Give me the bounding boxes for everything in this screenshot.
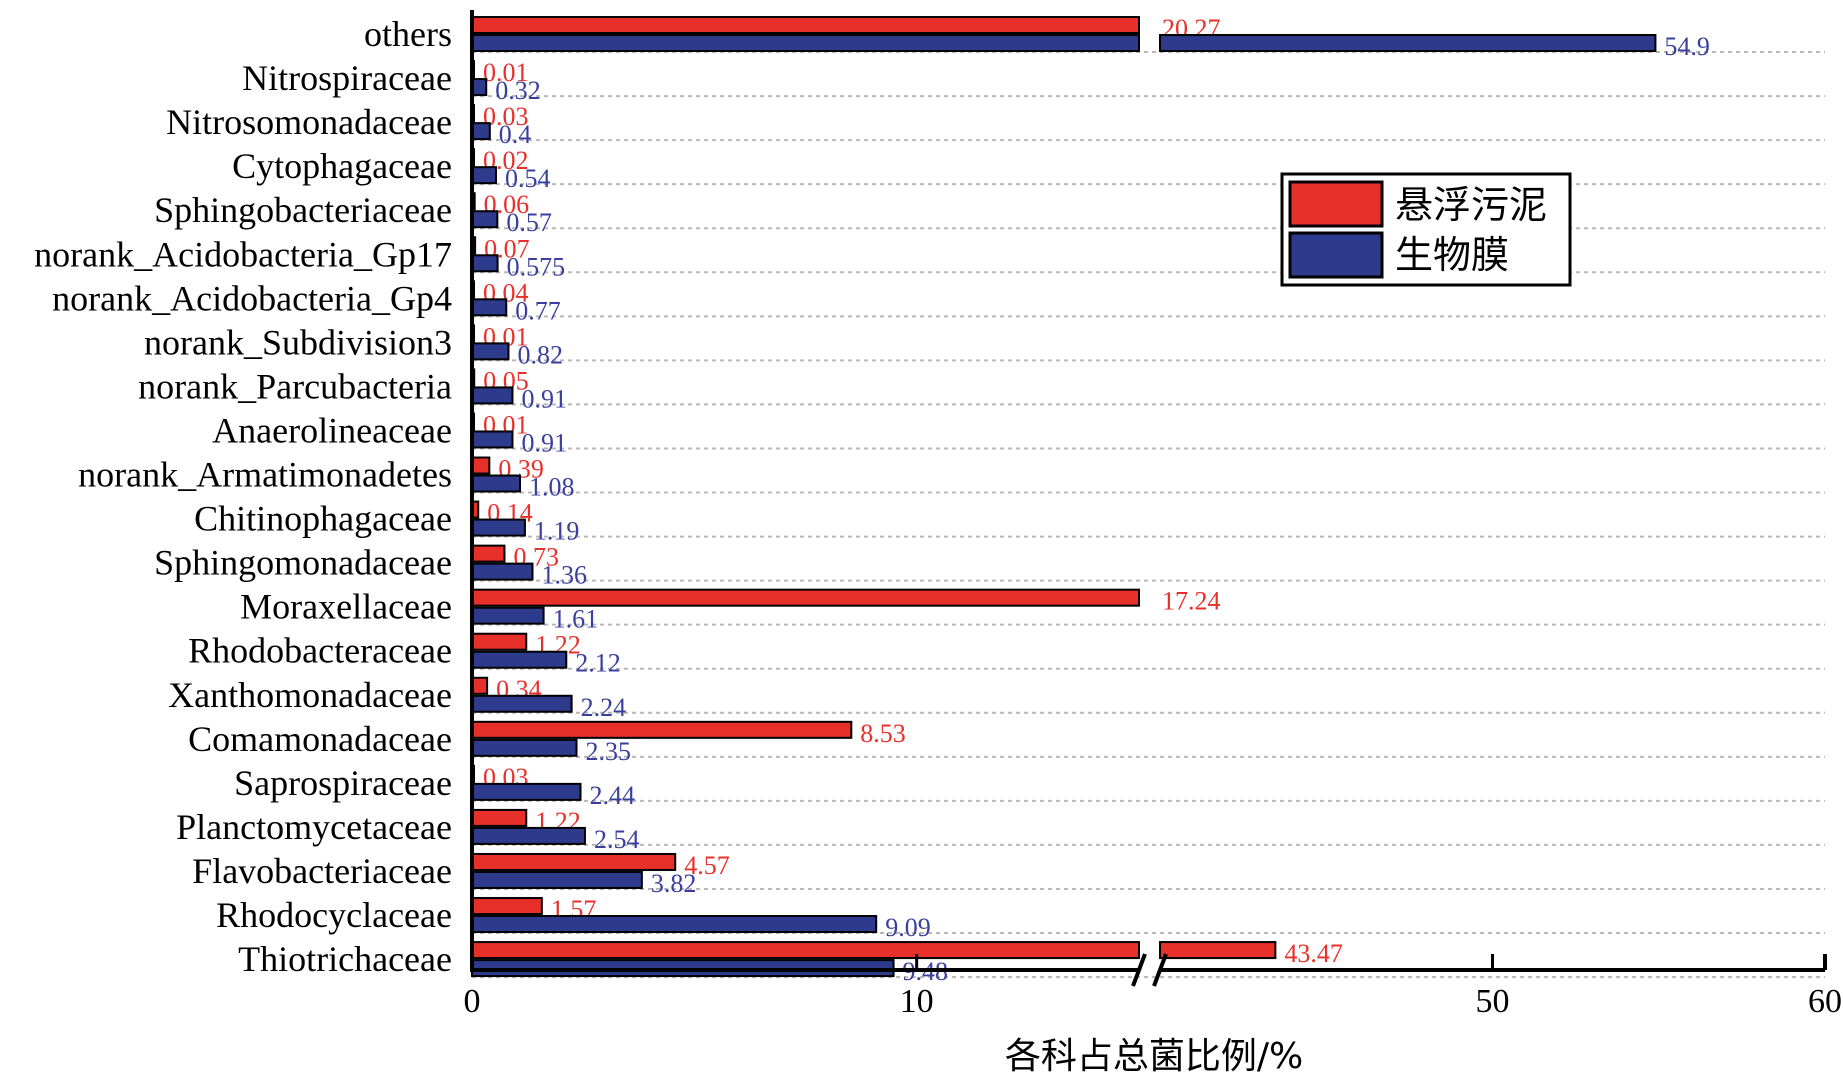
bar-suspended-sludge-xanthomonadaceae [471, 676, 489, 695]
data-label-biofilm-rhodobacteraceae: 2.12 [575, 649, 621, 678]
bar-suspended-sludge-planctomycetaceae [471, 808, 528, 827]
bar-biofilm-sphingobacteriaceae [471, 210, 499, 229]
data-label-biofilm-cytophagaceae: 0.54 [505, 164, 550, 193]
data-label-biofilm-norank-subdivision3: 0.82 [517, 340, 563, 369]
data-label-suspended-sludge-comamonadaceae: 8.53 [860, 719, 906, 748]
data-label-biofilm-anaerolineaceae: 0.91 [521, 428, 567, 457]
data-label-biofilm-norank-acidobacteria-gp17: 0.575 [507, 252, 566, 281]
data-label-biofilm-nitrosomonadaceae: 0.4 [499, 120, 531, 149]
axis-break-mark-1 [1131, 953, 1147, 987]
data-label-biofilm-nitrospiraceae: 0.32 [495, 76, 541, 105]
bar-suspended-sludge-thiotrichaceae [471, 941, 1140, 960]
data-label-biofilm-sphingomonadaceae: 1.36 [541, 561, 587, 590]
bar-biofilm-norank-acidobacteria-gp17 [471, 254, 499, 273]
category-label-nitrospiraceae: Nitrospiraceae [242, 58, 452, 98]
category-label-rhodobacteraceae: Rhodobacteraceae [188, 631, 452, 671]
bar-suspended-sludge-comamonadaceae [471, 720, 853, 739]
legend-swatch-suspended-sludge [1288, 180, 1384, 228]
category-label-nitrosomonadaceae: Nitrosomonadaceae [166, 102, 452, 142]
bar-suspended-sludge-thiotrichaceae-continued [1159, 941, 1277, 960]
bar-biofilm-flavobacteriaceae [471, 870, 643, 889]
bar-biofilm-norank-parcubacteria [471, 386, 514, 405]
bar-suspended-sludge-norank-armatimonadetes [471, 456, 491, 475]
bar-biofilm-saprospiraceae [471, 782, 582, 801]
category-label-anaerolineaceae: Anaerolineaceae [212, 410, 452, 450]
category-label-moraxellaceae: Moraxellaceae [240, 587, 452, 627]
bar-biofilm-norank-acidobacteria-gp4 [471, 298, 508, 317]
category-label-comamonadaceae: Comamonadaceae [188, 719, 452, 759]
bar-biofilm-cytophagaceae [471, 166, 498, 185]
category-label-flavobacteriaceae: Flavobacteriaceae [192, 851, 452, 891]
bar-biofilm-comamonadaceae [471, 738, 578, 757]
bar-biofilm-xanthomonadaceae [471, 694, 573, 713]
category-label-saprospiraceae: Saprospiraceae [234, 763, 452, 803]
bar-biofilm-norank-armatimonadetes [471, 474, 522, 493]
bar-biofilm-rhodocyclaceae [471, 915, 878, 934]
legend-swatch-biofilm [1288, 231, 1384, 279]
axis-break-mark-2 [1152, 953, 1168, 987]
data-label-biofilm-saprospiraceae: 2.44 [589, 781, 635, 810]
legend-label-suspended-sludge: 悬浮污泥 [1395, 183, 1547, 227]
legend: 悬浮污泥 生物膜 [1280, 172, 1572, 287]
data-label-suspended-sludge-thiotrichaceae: 43.47 [1284, 939, 1343, 968]
category-label-norank-acidobacteria-gp4: norank_Acidobacteria_Gp4 [52, 278, 452, 318]
bar-biofilm-planctomycetaceae [471, 826, 586, 845]
data-label-biofilm-flavobacteriaceae: 3.82 [651, 869, 697, 898]
category-label-norank-parcubacteria: norank_Parcubacteria [138, 366, 452, 406]
legend-label-biofilm: 生物膜 [1395, 233, 1509, 277]
bar-biofilm-others [471, 34, 1140, 53]
category-label-norank-armatimonadetes: norank_Armatimonadetes [78, 455, 452, 495]
bar-biofilm-moraxellaceae [471, 606, 545, 625]
data-label-biofilm-others: 54.9 [1664, 32, 1710, 61]
bar-suspended-sludge-moraxellaceae [471, 588, 1140, 607]
category-label-planctomycetaceae: Planctomycetaceae [176, 807, 452, 847]
bar-suspended-sludge-flavobacteriaceae [471, 852, 677, 871]
data-label-biofilm-planctomycetaceae: 2.54 [594, 825, 640, 854]
bar-biofilm-anaerolineaceae [471, 430, 514, 449]
bar-suspended-sludge-sphingomonadaceae [471, 544, 506, 563]
x-tick-label-60: 60 [1808, 983, 1842, 1020]
category-label-sphingobacteriaceae: Sphingobacteriaceae [154, 190, 452, 230]
data-label-biofilm-norank-armatimonadetes: 1.08 [529, 473, 575, 502]
category-labels: othersNitrospiraceaeNitrosomonadaceaeCyt… [34, 14, 452, 979]
bar-suspended-sludge-rhodocyclaceae [471, 897, 543, 916]
data-label-biofilm-moraxellaceae: 1.61 [553, 605, 599, 634]
bar-biofilm-sphingomonadaceae [471, 562, 534, 581]
x-tick-label-0: 0 [464, 983, 481, 1020]
bar-biofilm-rhodobacteraceae [471, 650, 568, 669]
data-label-suspended-sludge-flavobacteriaceae: 4.57 [684, 851, 730, 880]
x-tick-label-50: 50 [1476, 983, 1510, 1020]
data-label-biofilm-sphingobacteriaceae: 0.57 [506, 208, 552, 237]
bar-biofilm-nitrosomonadaceae [471, 122, 491, 141]
category-label-sphingomonadaceae: Sphingomonadaceae [154, 543, 452, 583]
category-label-chitinophagaceae: Chitinophagaceae [194, 499, 452, 539]
data-label-biofilm-rhodocyclaceae: 9.09 [885, 913, 931, 942]
data-label-suspended-sludge-moraxellaceae: 17.24 [1162, 587, 1221, 616]
bar-biofilm-chitinophagaceae [471, 518, 526, 537]
category-label-xanthomonadaceae: Xanthomonadaceae [168, 675, 452, 715]
data-label-suspended-sludge-nitrospiraceae: 0.01 [483, 58, 529, 87]
bar-suspended-sludge-rhodobacteraceae [471, 632, 528, 651]
gridlines [472, 51, 1825, 979]
bar-biofilm-others-continued [1159, 34, 1657, 53]
bar-suspended-sludge-others [471, 16, 1140, 35]
data-label-biofilm-xanthomonadaceae: 2.24 [581, 693, 627, 722]
x-axis: 0 10 50 60 [464, 10, 1842, 1020]
category-label-norank-subdivision3: norank_Subdivision3 [144, 322, 452, 362]
category-label-rhodocyclaceae: Rhodocyclaceae [216, 895, 452, 935]
data-label-biofilm-norank-acidobacteria-gp4: 0.77 [515, 296, 561, 325]
bar-biofilm-nitrospiraceae [471, 78, 488, 97]
category-label-thiotrichaceae: Thiotrichaceae [238, 939, 452, 979]
data-label-biofilm-chitinophagaceae: 1.19 [534, 517, 580, 546]
category-label-others: others [364, 14, 452, 54]
x-tick-label-10: 10 [900, 983, 934, 1020]
bars: 20.2754.90.010.320.030.40.020.540.060.57… [471, 14, 1710, 986]
category-label-cytophagaceae: Cytophagaceae [232, 146, 452, 186]
data-label-biofilm-comamonadaceae: 2.35 [585, 737, 631, 766]
category-label-norank-acidobacteria-gp17: norank_Acidobacteria_Gp17 [34, 234, 452, 274]
data-label-biofilm-norank-parcubacteria: 0.91 [521, 384, 567, 413]
bar-biofilm-norank-subdivision3 [471, 342, 510, 361]
x-axis-label: 各科占总菌比例/% [1005, 1036, 1303, 1077]
